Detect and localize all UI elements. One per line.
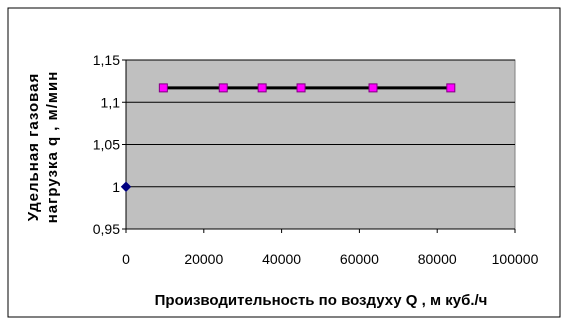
y-axis-tick-labels: 0,95 1 1,05 1,1 1,15 (93, 52, 120, 237)
x-tick-label: 20000 (184, 251, 223, 267)
x-tick-label: 40000 (262, 251, 301, 267)
x-tick-label: 60000 (340, 251, 379, 267)
data-point-square (368, 83, 378, 93)
x-tick-label: 0 (122, 251, 130, 267)
grid-lines (122, 59, 516, 233)
data-point-square (158, 83, 168, 93)
y-tick-label: 0,95 (93, 221, 120, 237)
y-tick-label: 1,1 (101, 94, 121, 110)
data-point-square (446, 83, 456, 93)
series-layer (120, 83, 456, 192)
y-tick-label: 1,05 (93, 137, 120, 153)
y-tick-label: 1 (112, 179, 120, 195)
y-axis-label-line2: нагрузка q , м/мин (44, 71, 61, 224)
y-tick-label: 1,15 (93, 52, 120, 68)
y-axis-label-line1: Удельная газовая (25, 73, 42, 221)
data-point-diamond (120, 181, 132, 192)
x-tick-label: 100000 (492, 251, 539, 267)
data-point-square (218, 83, 228, 93)
x-axis-tick-labels: 0 20000 40000 60000 80000 100000 (122, 251, 538, 267)
data-point-square (257, 83, 267, 93)
x-tick-label: 80000 (418, 251, 457, 267)
x-axis-label: Производительность по воздуху Q , м куб.… (155, 292, 488, 309)
data-point-square (296, 83, 306, 93)
